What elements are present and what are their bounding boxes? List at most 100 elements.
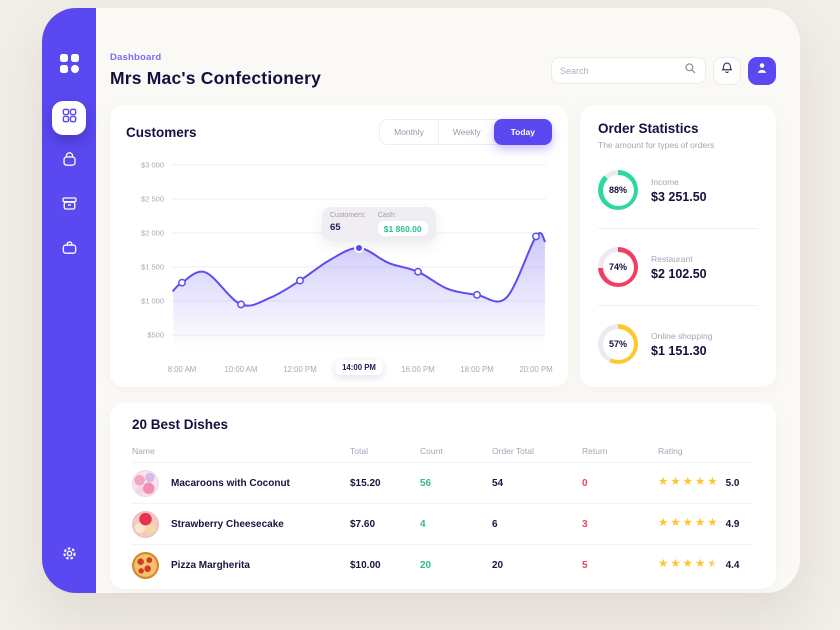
star-rating: ★ ★ ★ ★ ★ (658, 559, 718, 571)
star-icon: ★ (658, 517, 669, 530)
page-header: Dashboard Mrs Mac's Confectionery (110, 52, 776, 89)
x-axis-label: 8:00 AM (167, 365, 197, 374)
svg-text:$3 000: $3 000 (141, 161, 164, 170)
rating-value: 5.0 (725, 477, 740, 489)
x-axis-label: 10:00 AM (224, 365, 258, 374)
sidebar-item-products[interactable] (52, 189, 86, 223)
chart-point[interactable] (178, 278, 186, 287)
search-input[interactable] (560, 65, 684, 76)
rating-value: 4.9 (725, 518, 740, 530)
x-axis-labels: 8:00 AM 10:00 AM 12:00 PM 14:00 PM 16:00 PM 1… (126, 360, 553, 378)
order-statistics-card: Order Statistics The amount for types of… (580, 105, 776, 387)
col-order-total: Order Total (492, 446, 534, 456)
tooltip-customers-value: 65 (330, 222, 341, 233)
stat-amount: $2 102.50 (651, 266, 707, 281)
star-icon: ★ (670, 517, 681, 530)
star-icon: ★ (670, 476, 681, 489)
dishes-table: Name Total Count Order Total Return Rati… (132, 440, 754, 585)
star-rating: ★ ★ ★ ★ ★ (658, 518, 718, 530)
dish-count: 20 (420, 559, 432, 571)
dish-image-cheesecake (132, 510, 159, 538)
x-axis-label: 12:00 PM (283, 365, 317, 374)
col-total: Total (350, 446, 368, 456)
stat-amount: $3 251.50 (651, 189, 707, 204)
star-icon: ★ (707, 558, 718, 571)
orders-bag-icon (61, 151, 78, 173)
period-tabs: Monthly Weekly Today (379, 119, 552, 145)
chart-point[interactable] (237, 300, 245, 309)
store-briefcase-icon (61, 239, 78, 261)
main-area: Dashboard Mrs Mac's Confectionery (96, 8, 800, 593)
donut-restaurant: 74% (598, 247, 638, 287)
customers-chart: $3 000 $2 500 $2 000 $1 500 $1 000 $500 Custo… (126, 153, 553, 378)
chart-point[interactable] (414, 267, 422, 276)
donut-online-shopping: 57% (598, 324, 638, 364)
dish-order-total: 54 (492, 477, 504, 489)
bell-icon (720, 61, 734, 80)
sidebar-nav (52, 101, 86, 267)
search-box (551, 57, 706, 84)
tooltip-cash-value: $1 860.00 (377, 221, 428, 236)
stat-label: Income (651, 176, 679, 187)
tab-today[interactable]: Today (493, 119, 552, 145)
chart-point[interactable] (473, 290, 481, 299)
x-axis-label: 16:00 PM (401, 365, 435, 374)
star-icon: ★ (658, 558, 669, 571)
stat-label: Restaurant (651, 253, 693, 264)
donut-ring (598, 170, 638, 210)
table-row[interactable]: Macaroons with Coconut $15.20 56 54 0 ★ ★… (132, 462, 754, 503)
sidebar-item-dashboard[interactable] (52, 101, 86, 135)
breadcrumb: Dashboard (110, 52, 162, 63)
chart-point[interactable] (296, 276, 304, 285)
customers-card: Customers Monthly Weekly Today $3 000 $2 … (110, 105, 568, 387)
dish-name: Strawberry Cheesecake (171, 518, 284, 530)
table-row[interactable]: Strawberry Cheesecake $7.60 4 6 3 ★ ★ ★ ★ ★ … (132, 503, 754, 544)
tooltip-customers-label: Customers: (330, 212, 366, 219)
x-axis-label: 18:00 PM (460, 365, 494, 374)
svg-text:$2 500: $2 500 (141, 195, 164, 204)
x-axis-label[interactable]: 14:00 PM (335, 360, 383, 375)
chart-tooltip: Customers: 65 Cash: $1 860.00 (322, 207, 436, 241)
sidebar-item-store[interactable] (52, 233, 86, 267)
dish-image-macaroons (132, 469, 159, 497)
svg-text:$1 500: $1 500 (141, 263, 164, 272)
star-icon: ★ (694, 476, 706, 489)
dish-total: $15.20 (350, 477, 381, 489)
star-icon: ★ (694, 558, 706, 571)
products-box-icon (61, 195, 78, 217)
tab-monthly[interactable]: Monthly (394, 127, 424, 137)
sidebar-item-settings[interactable] (54, 541, 84, 571)
customers-title: Customers (126, 124, 197, 140)
sidebar-item-orders[interactable] (52, 145, 86, 179)
user-icon (755, 61, 769, 80)
chart-point[interactable] (532, 232, 540, 241)
page-title: Mrs Mac's Confectionery (110, 68, 322, 88)
donut-ring (598, 247, 638, 287)
table-row[interactable]: Pizza Margherita $10.00 20 20 5 ★ ★ ★ ★ ★ 4.… (132, 544, 754, 585)
donut-income: 88% (598, 170, 638, 210)
chart-point[interactable] (354, 242, 364, 253)
dish-return: 3 (582, 518, 588, 530)
star-icon: ★ (707, 517, 718, 530)
profile-button[interactable] (748, 56, 776, 85)
dish-rating: ★ ★ ★ ★ ★ 5.0 (658, 477, 754, 489)
search-icon[interactable] (684, 62, 697, 80)
star-icon: ★ (682, 517, 693, 530)
app-window: Dashboard Mrs Mac's Confectionery (42, 8, 800, 593)
dish-order-total: 20 (492, 559, 504, 571)
dish-name: Pizza Margherita (171, 559, 250, 571)
dish-rating: ★ ★ ★ ★ ★ 4.4 (658, 559, 754, 571)
app-logo (59, 54, 79, 73)
tab-weekly[interactable]: Weekly (437, 120, 495, 144)
dish-total: $7.60 (350, 518, 376, 530)
area-chart: $3 000 $2 500 $2 000 $1 500 $1 000 $500 (141, 161, 546, 349)
stat-item-online-shopping: 57% Online shopping $1 151.30 (598, 306, 758, 382)
donut-percent: 88% (608, 185, 627, 195)
rating-value: 4.4 (725, 559, 740, 571)
best-dishes-card: 20 Best Dishes Name Total Count Order To… (110, 403, 776, 589)
dish-order-total: 6 (492, 518, 498, 530)
notifications-button[interactable] (713, 56, 741, 85)
star-icon: ★ (682, 558, 693, 571)
star-icon: ★ (670, 558, 681, 571)
x-axis-label: 20:00 PM (519, 365, 553, 374)
